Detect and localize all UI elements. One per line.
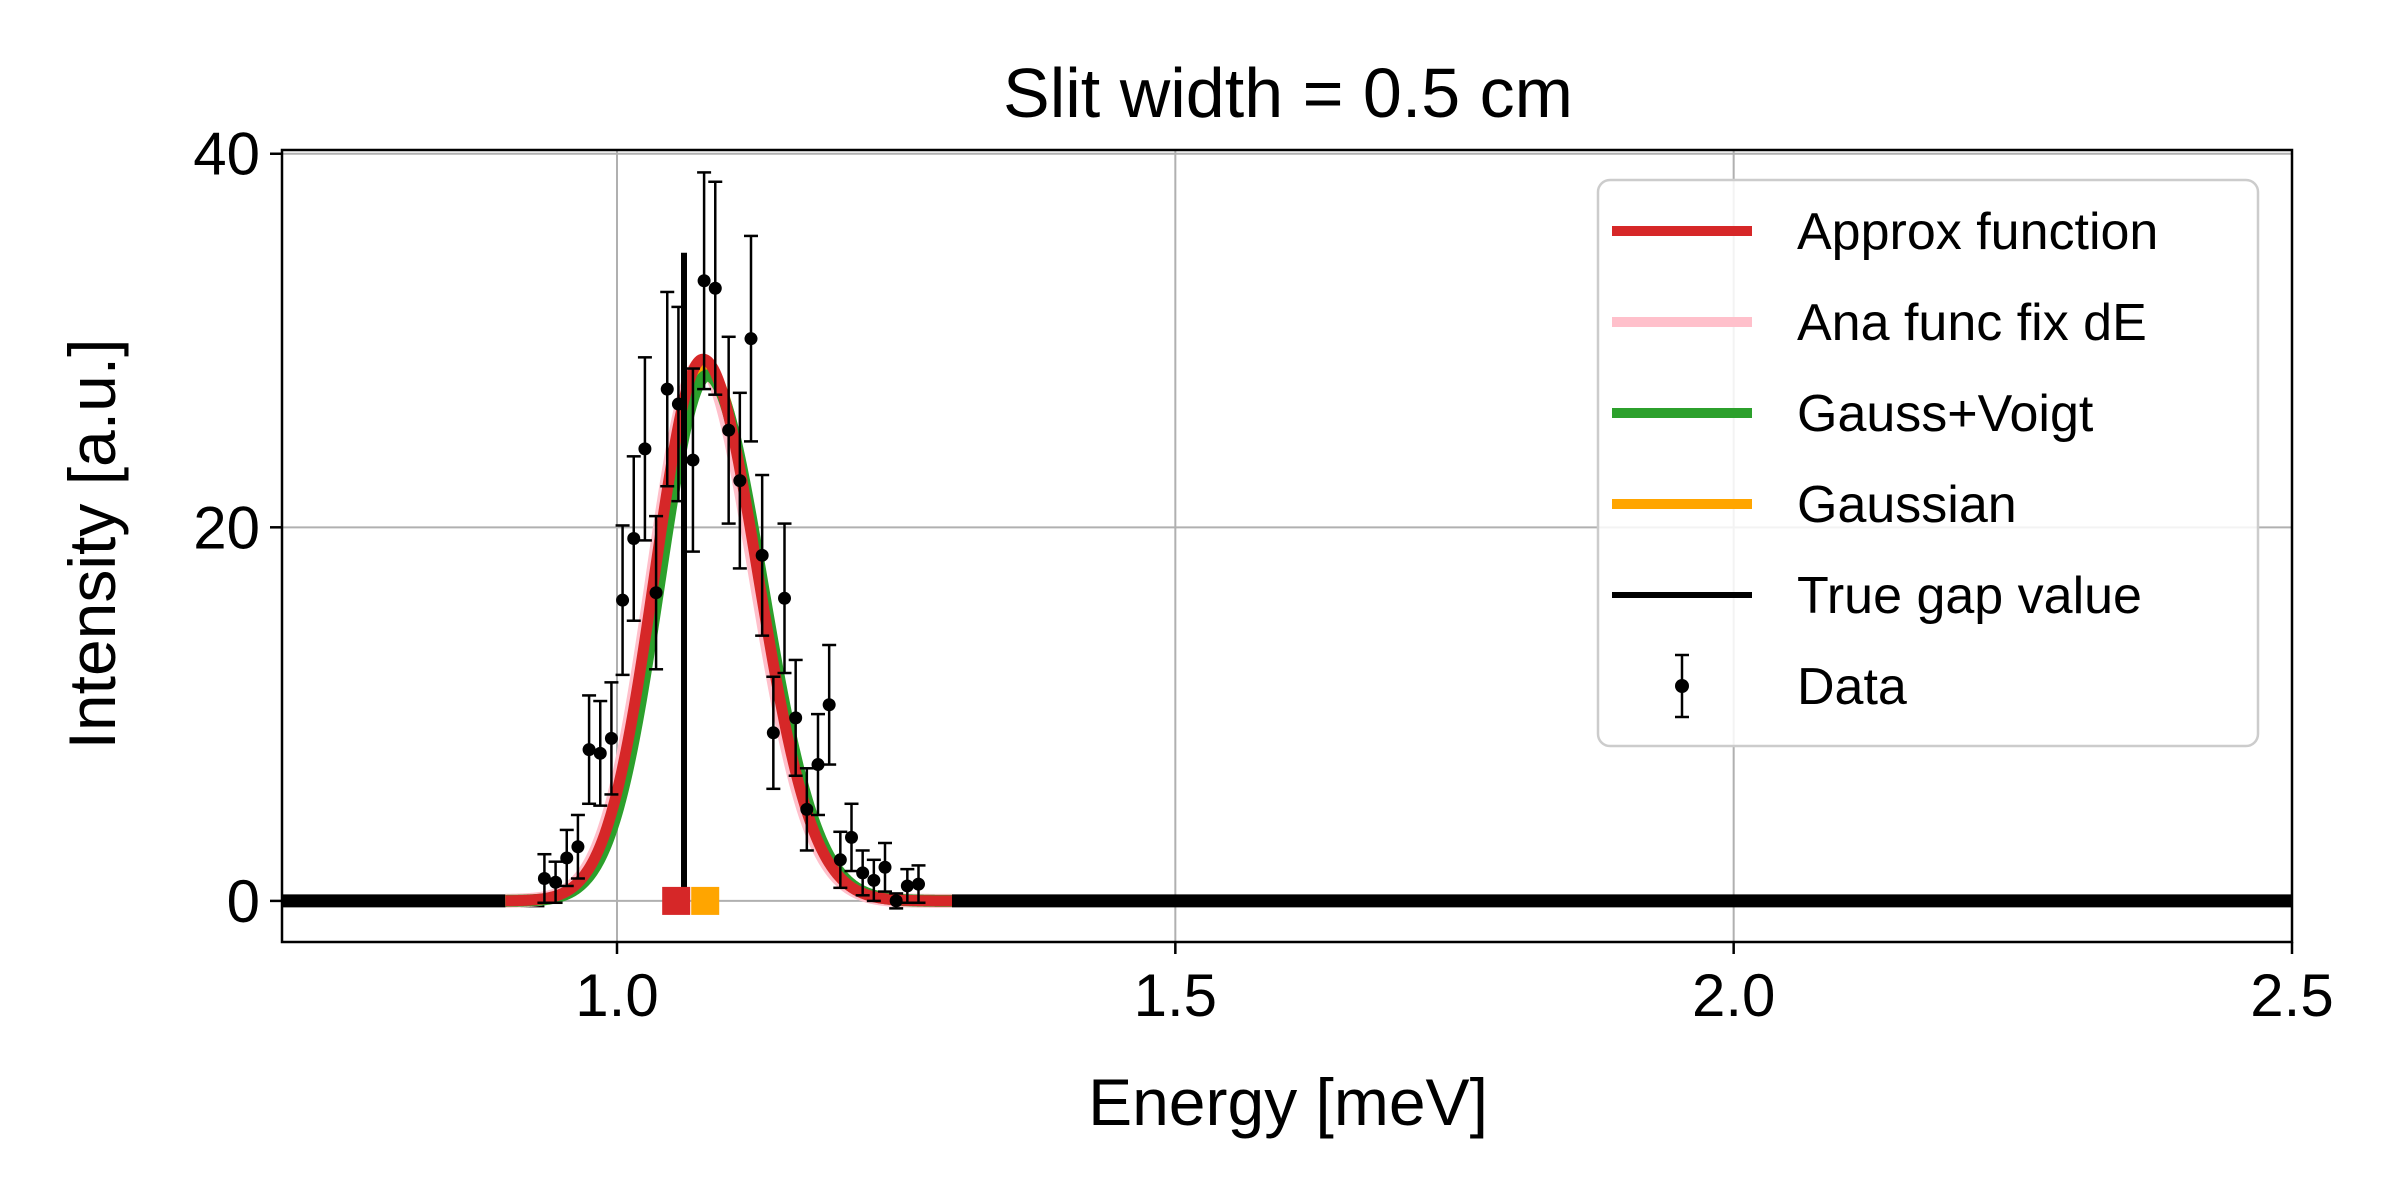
fit-markers [662,886,720,915]
data-point [811,712,825,817]
data-marker [627,532,641,546]
legend-entry: True gap value [1612,567,2142,625]
data-point [671,305,686,503]
data-point [593,699,608,807]
legend-entry: Gauss+Voigt [1612,385,2094,443]
data-marker [649,586,663,600]
data-marker [660,382,674,396]
data-marker [571,840,585,854]
data-point [708,180,723,396]
data-marker [593,746,607,760]
data-point [660,290,675,488]
data-marker [833,853,847,867]
data-point [788,658,803,778]
x-axis-label: Energy [meV] [1088,1065,1488,1139]
marker-approx-function [662,886,691,915]
data-point [777,522,792,675]
legend-frame [1596,178,2260,748]
data-point [548,860,563,905]
data-marker [889,894,903,908]
data-marker [845,830,858,844]
data-marker [778,591,791,605]
data-point [649,514,664,671]
data-points [537,171,926,910]
legend-label: Approx function [1797,203,2158,261]
data-point [604,681,619,796]
legend-marker-handle [1675,679,1689,693]
legend: Approx function Ana func fix dE Gauss+Voig… [1596,178,2260,748]
data-point [844,802,859,873]
data-marker [867,873,881,887]
data-marker [537,871,551,885]
data-marker [582,743,596,757]
data-point [582,694,597,806]
data-point [626,455,641,622]
x-tick-label: 1.0 [575,962,658,1029]
data-point [755,473,770,637]
data-marker [722,423,736,437]
y-tick-label: 0 [227,868,260,935]
data-point [570,813,585,880]
data-marker [733,474,747,488]
data-marker [744,332,758,346]
legend-label: Gaussian [1797,476,2017,534]
y-tick-label: 40 [193,121,260,188]
data-point [697,171,712,391]
data-marker [697,274,711,288]
data-marker [822,698,836,712]
data-point [866,858,881,903]
data-point [911,864,926,905]
legend-entry: Gaussian [1612,476,2017,534]
axis-ticks: 1.0 1.5 2.0 2.5 0 20 40 [193,121,2333,1029]
x-tick-label: 1.5 [1134,962,1217,1029]
data-marker [912,877,925,891]
data-marker [708,281,722,295]
data-marker [549,875,563,889]
data-point [889,892,904,910]
chart-title: Slit width = 0.5 cm [1003,54,1573,132]
data-marker [878,860,892,874]
data-marker [616,593,630,607]
data-marker [766,726,780,740]
data-marker [856,866,870,880]
data-marker [560,851,574,865]
data-point [721,335,736,525]
data-marker [671,397,685,411]
y-axis-label: Intensity [a.u.] [55,339,129,750]
data-point [537,852,552,905]
data-point [685,367,700,553]
data-point [766,675,781,791]
x-tick-label: 2.5 [2250,962,2333,1029]
data-marker [686,453,700,467]
data-marker [604,731,618,745]
data-point [833,830,848,890]
legend-entry: Ana func fix dE [1612,294,2147,352]
data-point [855,849,870,897]
data-point [615,524,630,677]
plot-frame [280,148,2294,944]
data-marker [638,442,652,456]
data-point [732,391,747,570]
data-point [637,356,652,542]
data-point [744,234,758,443]
legend-label: Data [1797,658,1907,716]
data-marker [800,802,814,816]
data-marker [755,548,769,562]
y-tick-label: 20 [193,494,260,561]
x-tick-label: 2.0 [1692,962,1775,1029]
data-marker [789,711,803,725]
legend-entry: Data [1675,653,1907,719]
data-marker [811,758,825,772]
data-marker [900,879,914,893]
data-point [559,828,574,888]
data-point [878,841,892,893]
legend-label: True gap value [1797,567,2142,625]
legend-label: Gauss+Voigt [1797,385,2094,443]
legend-entry: Approx function [1612,203,2158,261]
data-point [799,767,814,852]
marker-gaussian [691,886,720,915]
data-point [822,643,837,766]
legend-label: Ana func fix dE [1797,294,2147,352]
